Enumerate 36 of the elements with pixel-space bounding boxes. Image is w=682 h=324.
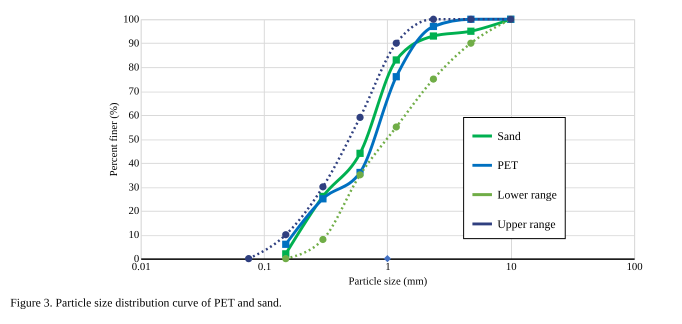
y-tick-label: 20	[128, 205, 140, 218]
point	[282, 240, 290, 248]
point	[319, 195, 327, 202]
point	[430, 22, 438, 30]
x-tick-label: 10	[506, 260, 517, 273]
point	[392, 73, 400, 80]
point	[282, 255, 290, 262]
y-tick-label: 30	[128, 181, 140, 194]
y-tick-label: 90	[128, 38, 140, 50]
caption: Figure 3. Particle size distribution curve of PET and sand.	[10, 296, 282, 310]
point	[392, 123, 400, 131]
legend-label: Lower range	[497, 188, 557, 202]
point	[319, 236, 327, 244]
legend-label: Upper range	[497, 218, 556, 231]
y-tick-label: 50	[128, 133, 140, 146]
point	[356, 171, 364, 178]
x-tick-label: 100	[626, 260, 643, 273]
y-tick-label: 10	[128, 229, 140, 242]
x-tick-label: 0.01	[132, 260, 151, 273]
x-tick-label: 0.1	[258, 260, 272, 273]
x-tick-label: 1	[385, 260, 391, 273]
y-tick-label: 40	[128, 157, 140, 170]
point	[356, 150, 364, 157]
point	[467, 28, 475, 35]
y-tick-label: 80	[128, 62, 140, 74]
point	[392, 56, 400, 64]
point	[467, 40, 475, 47]
point	[430, 75, 438, 83]
x-axis-title: Particle size (mm)	[348, 276, 428, 288]
legend-label: Sand	[497, 130, 521, 143]
y-tick-label: 60	[128, 109, 140, 122]
y-tick-label: 100	[123, 14, 140, 26]
legend-label: PET	[497, 159, 518, 172]
y-axis-title: Percent finer (%)	[108, 102, 120, 176]
y-tick-label: 70	[128, 86, 140, 98]
point	[430, 32, 438, 40]
